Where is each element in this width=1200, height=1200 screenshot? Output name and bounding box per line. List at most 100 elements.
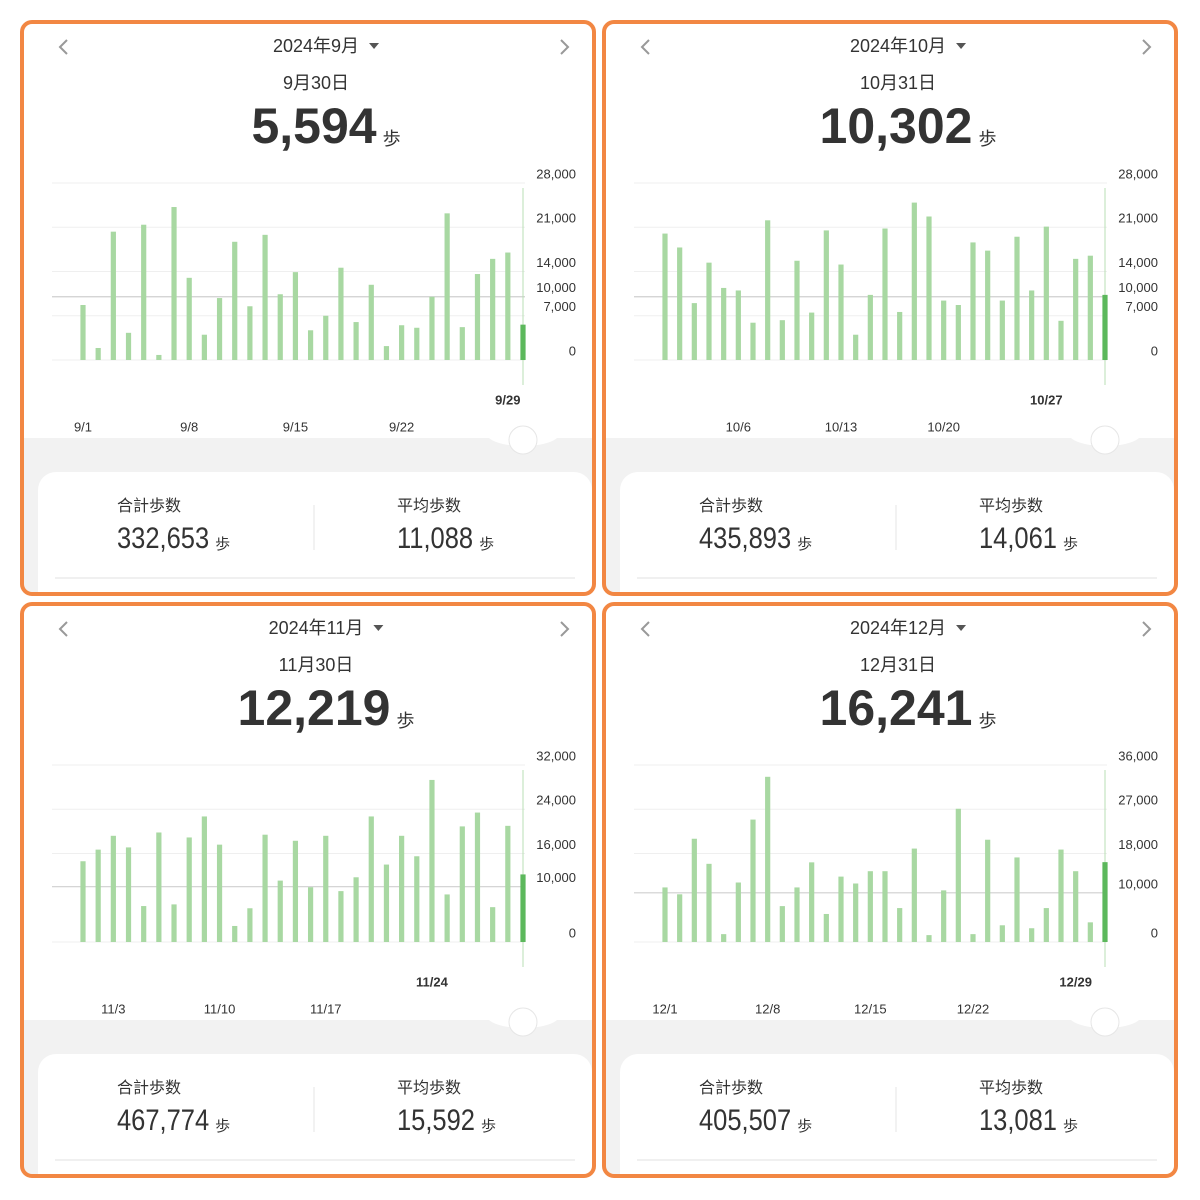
bar[interactable]	[171, 904, 177, 942]
bar[interactable]	[970, 934, 976, 942]
bar[interactable]	[1014, 857, 1020, 942]
bar[interactable]	[1058, 320, 1064, 360]
bar[interactable]	[216, 844, 223, 942]
month-title[interactable]: 2024年12月	[850, 618, 946, 638]
bar[interactable]	[911, 202, 917, 360]
bar[interactable]	[955, 808, 961, 942]
bar[interactable]	[414, 327, 420, 360]
bar[interactable]	[110, 835, 116, 942]
bar[interactable]	[1073, 871, 1079, 942]
bar[interactable]	[323, 315, 329, 360]
bar[interactable]	[186, 277, 192, 360]
bar[interactable]	[823, 913, 829, 942]
bar[interactable]	[262, 834, 268, 942]
bar[interactable]	[383, 864, 390, 942]
bar[interactable]	[867, 294, 873, 360]
bar[interactable]	[779, 906, 785, 942]
bar[interactable]	[490, 907, 496, 942]
bar[interactable]	[459, 327, 465, 360]
bar[interactable]	[1029, 290, 1035, 360]
prev-button[interactable]	[58, 39, 68, 55]
bar[interactable]	[247, 908, 253, 942]
bar[interactable]	[765, 776, 771, 942]
bar[interactable]	[353, 877, 359, 942]
bar[interactable]	[677, 247, 683, 360]
bar[interactable]	[1043, 226, 1049, 360]
bar[interactable]	[677, 894, 683, 942]
bar[interactable]	[520, 324, 526, 360]
bar[interactable]	[985, 839, 991, 942]
bar[interactable]	[201, 816, 207, 942]
month-title[interactable]: 2024年9月	[273, 36, 359, 56]
bar[interactable]	[735, 290, 741, 360]
bar[interactable]	[277, 880, 283, 942]
bar[interactable]	[383, 346, 390, 360]
bar[interactable]	[141, 906, 147, 942]
bar[interactable]	[323, 835, 329, 942]
bar[interactable]	[897, 311, 903, 360]
bar[interactable]	[520, 874, 526, 942]
bar[interactable]	[706, 262, 712, 360]
bar[interactable]	[970, 242, 976, 360]
bar[interactable]	[882, 871, 888, 942]
bar[interactable]	[735, 882, 741, 942]
bar[interactable]	[399, 835, 405, 942]
bar[interactable]	[247, 306, 253, 360]
bar[interactable]	[156, 832, 162, 942]
bar[interactable]	[338, 267, 344, 360]
next-button[interactable]	[560, 621, 570, 637]
bar[interactable]	[853, 883, 859, 942]
slider-knob[interactable]	[508, 425, 538, 455]
bar[interactable]	[941, 890, 947, 942]
bar[interactable]	[1087, 922, 1093, 942]
bar[interactable]	[882, 228, 888, 360]
bar[interactable]	[853, 334, 859, 360]
next-button[interactable]	[560, 39, 570, 55]
bar[interactable]	[926, 935, 932, 942]
bar[interactable]	[95, 347, 101, 360]
bar[interactable]	[216, 298, 223, 360]
bar[interactable]	[353, 322, 359, 360]
bar[interactable]	[474, 812, 481, 942]
bar[interactable]	[809, 862, 815, 942]
bar[interactable]	[721, 934, 727, 942]
bar[interactable]	[706, 863, 712, 942]
bar[interactable]	[444, 213, 450, 360]
bar[interactable]	[691, 838, 697, 942]
bar[interactable]	[125, 847, 132, 942]
prev-button[interactable]	[640, 621, 650, 637]
bar[interactable]	[1029, 928, 1035, 942]
bar[interactable]	[721, 287, 727, 360]
bar[interactable]	[985, 250, 991, 360]
month-dropdown[interactable]	[956, 625, 967, 631]
bar[interactable]	[459, 826, 465, 942]
bar[interactable]	[80, 861, 86, 942]
bar[interactable]	[95, 849, 101, 942]
bar[interactable]	[823, 230, 829, 360]
prev-button[interactable]	[58, 621, 68, 637]
bar[interactable]	[955, 305, 961, 360]
bar[interactable]	[292, 840, 299, 942]
bar[interactable]	[232, 241, 238, 360]
bar[interactable]	[662, 887, 668, 942]
bar[interactable]	[414, 856, 420, 942]
bar[interactable]	[999, 925, 1005, 942]
bar[interactable]	[765, 220, 771, 360]
bar[interactable]	[474, 274, 481, 360]
bar[interactable]	[897, 908, 903, 942]
bar[interactable]	[277, 294, 283, 360]
bar[interactable]	[1043, 908, 1049, 942]
bar[interactable]	[399, 325, 405, 360]
slider-knob[interactable]	[1090, 1007, 1120, 1037]
bar[interactable]	[505, 825, 511, 942]
bar[interactable]	[292, 272, 299, 360]
next-button[interactable]	[1142, 621, 1152, 637]
bar[interactable]	[794, 887, 800, 942]
bar[interactable]	[750, 322, 756, 360]
bar[interactable]	[490, 258, 496, 360]
bar[interactable]	[867, 871, 873, 942]
bar[interactable]	[1087, 255, 1093, 360]
bar[interactable]	[926, 216, 932, 360]
bar[interactable]	[171, 207, 177, 360]
bar[interactable]	[941, 300, 947, 360]
